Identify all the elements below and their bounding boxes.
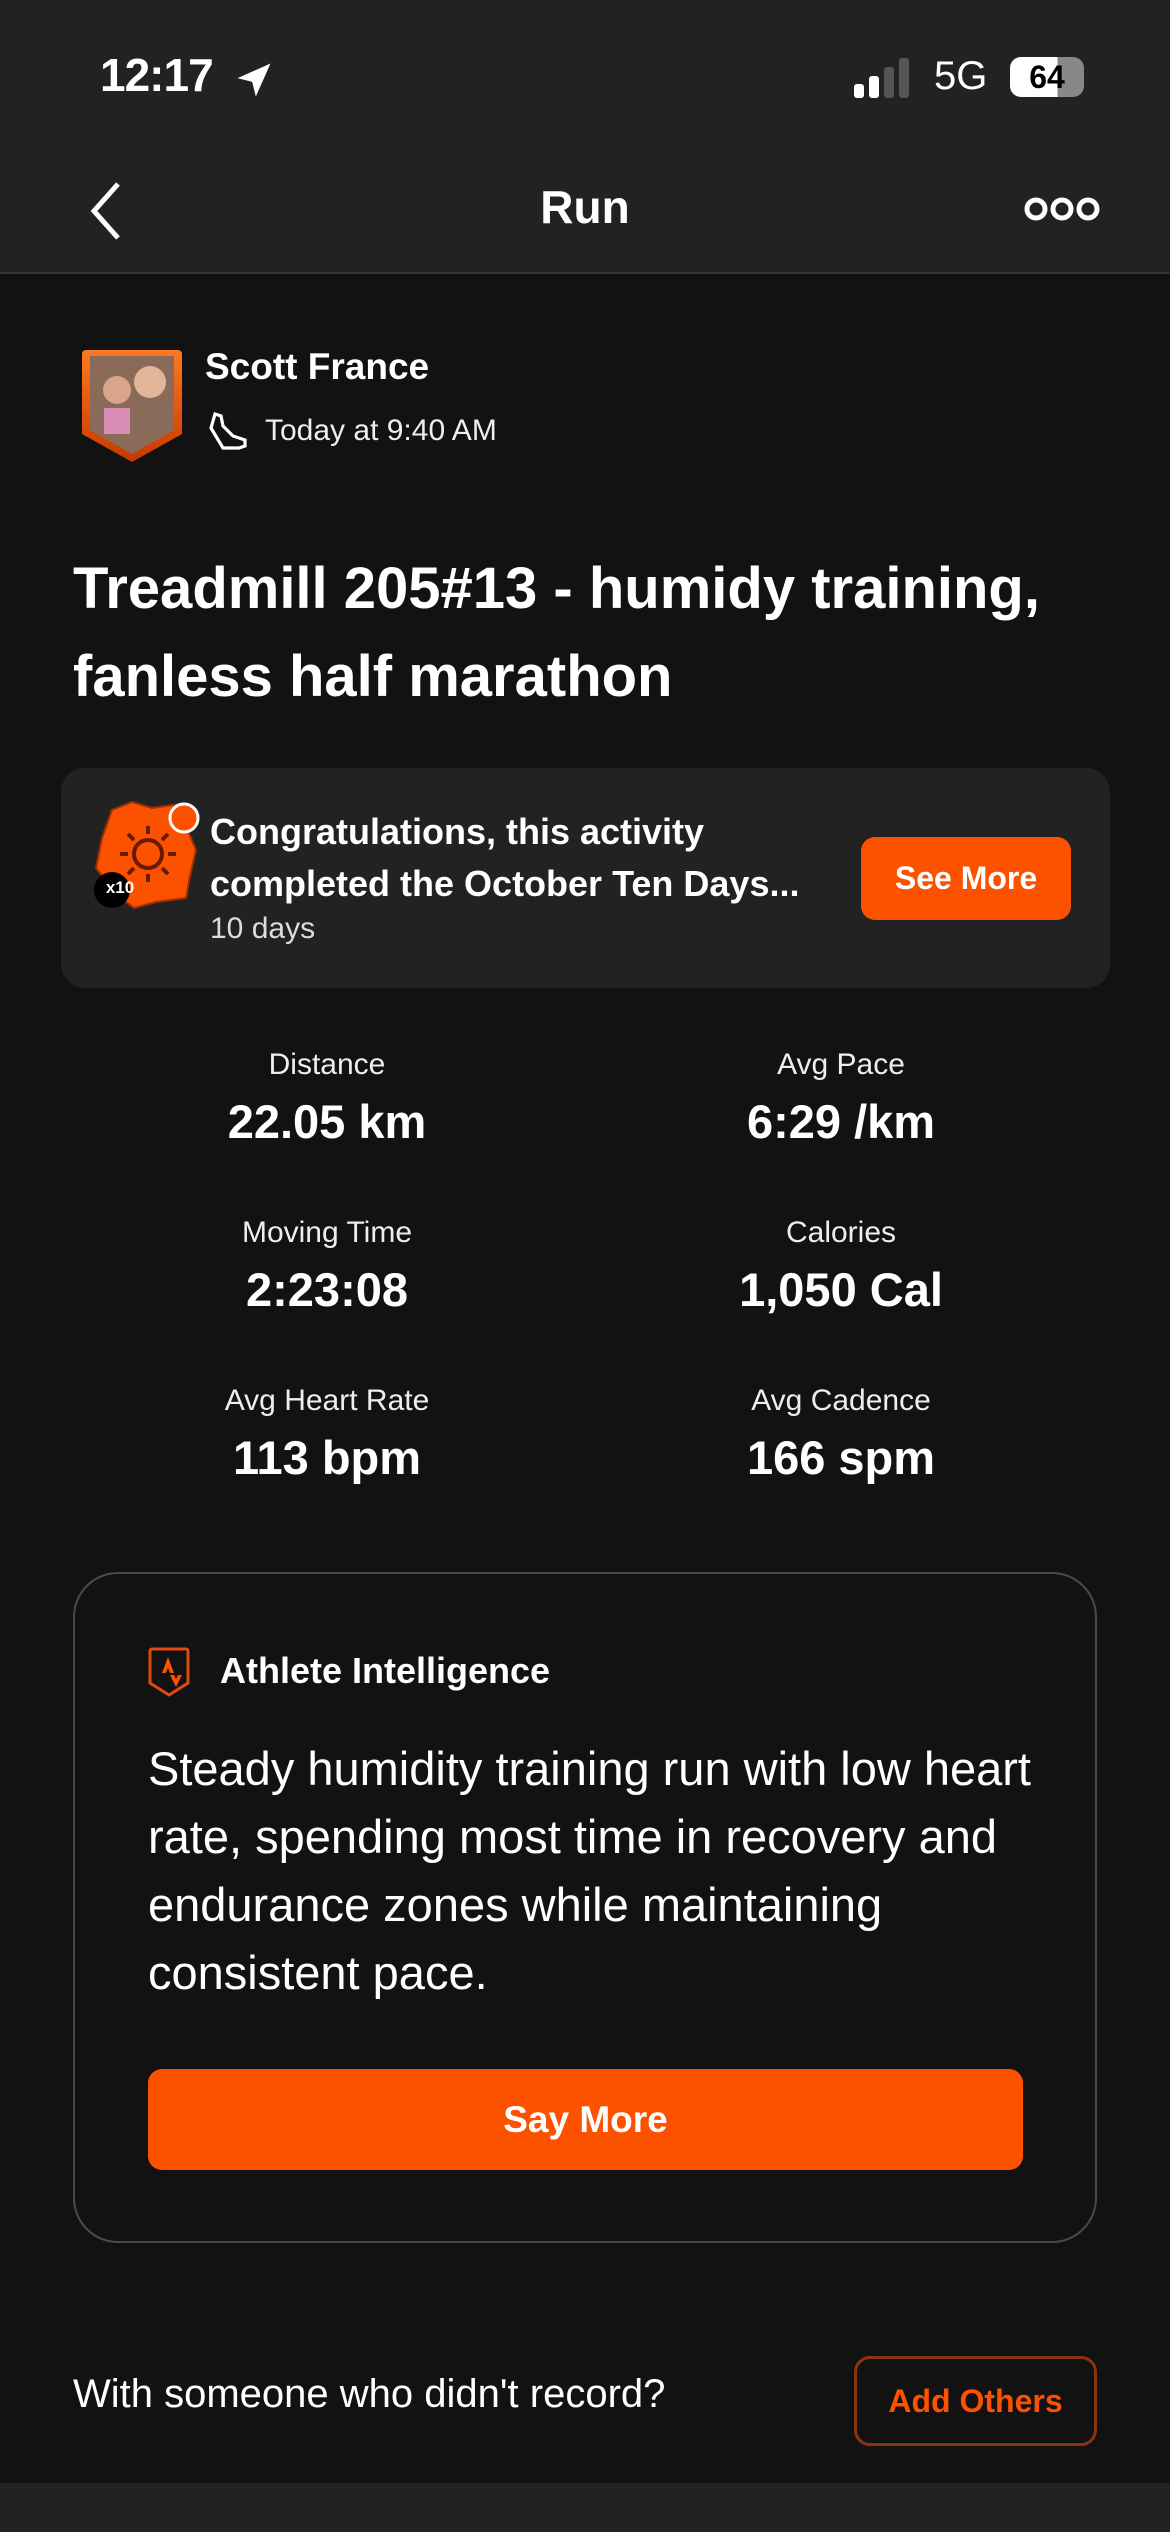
stat-value: 113 bpm — [232, 1431, 422, 1484]
athlete-intelligence-card — [73, 1572, 1097, 2243]
status-time: 12:17 — [100, 49, 214, 101]
bottom-bar — [0, 2483, 1170, 2532]
athlete-avatar[interactable] — [82, 350, 182, 462]
battery-indicator: 64 — [1010, 57, 1084, 97]
badge-count: x10 — [105, 878, 135, 897]
stat-value: 2:23:08 — [246, 1263, 408, 1316]
challenge-duration: 10 days — [210, 912, 316, 945]
running-shoe-icon — [209, 411, 247, 450]
nav-bar: Run — [0, 150, 1170, 274]
stat-label: Avg Heart Rate — [224, 1384, 430, 1417]
stat-avg-heart-rate: Avg Heart Rate 113 bpm — [77, 1384, 577, 1485]
activity-time: Today at 9:40 AM — [265, 414, 497, 447]
signal-icon — [854, 58, 909, 98]
stat-label: Avg Cadence — [751, 1384, 931, 1417]
stat-value: 1,050 Cal — [739, 1263, 943, 1316]
athlete-name[interactable]: Scott France — [205, 346, 430, 387]
add-others-button[interactable]: Add Others — [854, 2356, 1097, 2446]
stat-moving-time: Moving Time 2:23:08 — [77, 1216, 577, 1317]
athlete-intelligence-summary: Steady humidity training run with low he… — [148, 1742, 1031, 1999]
athlete-intelligence-title: Athlete Intelligence — [220, 1650, 551, 1691]
add-others-prompt: With someone who didn't record? — [73, 2372, 666, 2416]
page-title: Run — [540, 181, 630, 233]
location-arrow-icon — [237, 63, 271, 97]
back-chevron-icon[interactable] — [88, 180, 124, 242]
activity-title: Treadmill 205#13 - humidy training, fanl… — [73, 556, 1040, 709]
challenge-text: Congratulations, this activity completed… — [210, 811, 800, 904]
stat-label: Calories — [785, 1216, 897, 1249]
challenge-badge-icon — [94, 800, 200, 910]
stat-label: Distance — [268, 1048, 386, 1081]
stat-distance: Distance 22.05 km — [77, 1048, 577, 1149]
stat-avg-cadence: Avg Cadence 166 spm — [591, 1384, 1091, 1485]
stat-value: 6:29 /km — [746, 1095, 936, 1148]
status-bar: 12:17 5G 64 — [0, 0, 1170, 150]
stat-label: Moving Time — [241, 1216, 413, 1249]
stat-calories: Calories 1,050 Cal — [591, 1216, 1091, 1317]
stat-value: 22.05 km — [227, 1095, 427, 1148]
stat-avg-pace: Avg Pace 6:29 /km — [591, 1048, 1091, 1149]
network-type: 5G — [934, 54, 988, 98]
stat-value: 166 spm — [746, 1431, 936, 1484]
strava-shield-icon — [148, 1647, 190, 1697]
stat-label: Avg Pace — [777, 1048, 905, 1081]
say-more-button[interactable]: Say More — [148, 2069, 1023, 2170]
more-options-icon[interactable] — [1024, 194, 1100, 224]
see-more-button[interactable]: See More — [861, 837, 1071, 920]
